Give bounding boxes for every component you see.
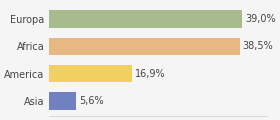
Text: 5,6%: 5,6% (79, 96, 104, 106)
Bar (49, 38, 240, 55)
Text: 16,9%: 16,9% (136, 69, 166, 79)
Bar (49, 92, 76, 110)
Bar (49, 65, 132, 82)
Text: 39,0%: 39,0% (245, 14, 276, 24)
Bar (49, 10, 242, 28)
Text: 38,5%: 38,5% (242, 41, 273, 51)
